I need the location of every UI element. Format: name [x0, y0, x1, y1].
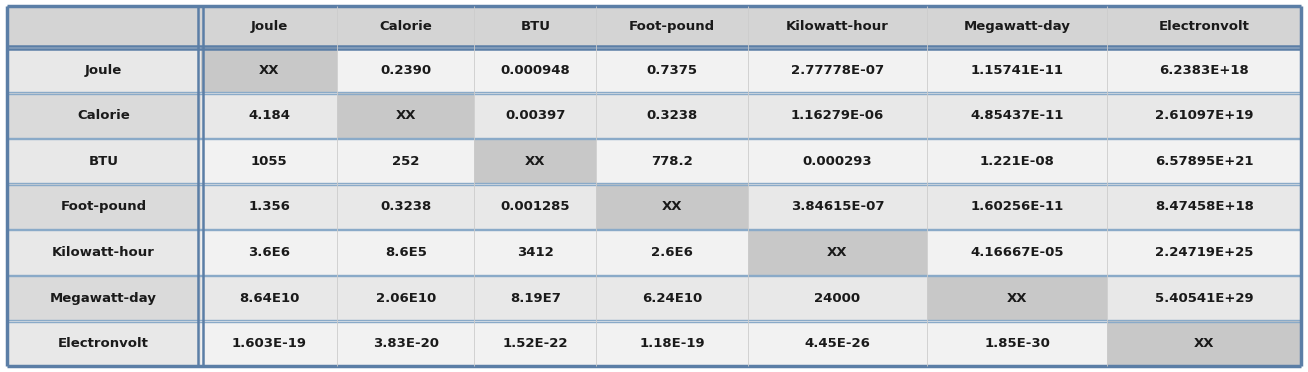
- Text: Calorie: Calorie: [379, 20, 432, 33]
- Text: Electronvolt: Electronvolt: [59, 337, 149, 350]
- Text: 0.3238: 0.3238: [646, 109, 697, 122]
- Text: BTU: BTU: [521, 20, 551, 33]
- Text: 8.47458E+18: 8.47458E+18: [1155, 201, 1254, 214]
- Text: 778.2: 778.2: [651, 155, 693, 168]
- Text: 0.2390: 0.2390: [381, 64, 432, 77]
- Text: 0.000293: 0.000293: [803, 155, 872, 168]
- Text: 2.6E6: 2.6E6: [651, 246, 693, 259]
- Text: 3.83E-20: 3.83E-20: [373, 337, 438, 350]
- Text: 8.6E5: 8.6E5: [385, 246, 426, 259]
- Text: XX: XX: [1007, 292, 1028, 305]
- Text: 8.64E10: 8.64E10: [239, 292, 300, 305]
- Bar: [473, 184, 596, 230]
- Text: 4.85437E-11: 4.85437E-11: [971, 109, 1063, 122]
- Text: 6.57895E+21: 6.57895E+21: [1155, 155, 1253, 168]
- Text: Megawatt-day: Megawatt-day: [50, 292, 157, 305]
- Text: Joule: Joule: [251, 20, 288, 33]
- Text: 2.06E10: 2.06E10: [375, 292, 436, 305]
- Text: 4.16667E-05: 4.16667E-05: [971, 246, 1063, 259]
- Text: XX: XX: [395, 109, 416, 122]
- Text: XX: XX: [259, 64, 280, 77]
- Text: 6.2383E+18: 6.2383E+18: [1159, 64, 1249, 77]
- Text: 8.19E7: 8.19E7: [510, 292, 561, 305]
- Text: 252: 252: [392, 155, 420, 168]
- Text: Foot-pound: Foot-pound: [60, 201, 146, 214]
- Text: Calorie: Calorie: [77, 109, 129, 122]
- Bar: [473, 230, 596, 275]
- Text: Foot-pound: Foot-pound: [629, 20, 715, 33]
- Text: 1.15741E-11: 1.15741E-11: [971, 64, 1063, 77]
- Text: 3.84615E-07: 3.84615E-07: [791, 201, 884, 214]
- Text: XX: XX: [827, 246, 848, 259]
- Text: 1.52E-22: 1.52E-22: [502, 337, 568, 350]
- Text: 1.18E-19: 1.18E-19: [640, 337, 705, 350]
- Text: 0.00397: 0.00397: [505, 109, 565, 122]
- Text: Kilowatt-hour: Kilowatt-hour: [786, 20, 889, 33]
- Text: 1.60256E-11: 1.60256E-11: [971, 201, 1063, 214]
- Text: BTU: BTU: [89, 155, 119, 168]
- Bar: [473, 6, 596, 48]
- Text: 6.24E10: 6.24E10: [642, 292, 702, 305]
- Text: 1.356: 1.356: [249, 201, 290, 214]
- Text: 1.85E-30: 1.85E-30: [985, 337, 1050, 350]
- Text: 4.184: 4.184: [249, 109, 290, 122]
- Bar: [473, 321, 596, 366]
- Text: 0.001285: 0.001285: [501, 201, 570, 214]
- Text: 5.40541E+29: 5.40541E+29: [1155, 292, 1253, 305]
- Bar: [473, 48, 596, 93]
- Text: Electronvolt: Electronvolt: [1159, 20, 1249, 33]
- Text: XX: XX: [1194, 337, 1215, 350]
- Text: 2.77778E-07: 2.77778E-07: [791, 64, 884, 77]
- Text: 1.603E-19: 1.603E-19: [232, 337, 306, 350]
- Text: 0.7375: 0.7375: [646, 64, 697, 77]
- Text: 3.6E6: 3.6E6: [249, 246, 290, 259]
- Text: XX: XX: [525, 155, 545, 168]
- Text: 3412: 3412: [517, 246, 553, 259]
- Text: 24000: 24000: [815, 292, 861, 305]
- Text: 1055: 1055: [251, 155, 288, 168]
- Text: Megawatt-day: Megawatt-day: [964, 20, 1071, 33]
- Text: 2.61097E+19: 2.61097E+19: [1155, 109, 1253, 122]
- Text: 0.000948: 0.000948: [501, 64, 570, 77]
- Text: 2.24719E+25: 2.24719E+25: [1155, 246, 1253, 259]
- Text: 1.16279E-06: 1.16279E-06: [791, 109, 884, 122]
- Text: 0.3238: 0.3238: [381, 201, 432, 214]
- Text: Kilowatt-hour: Kilowatt-hour: [52, 246, 156, 259]
- Text: 4.45E-26: 4.45E-26: [804, 337, 870, 350]
- Bar: [473, 93, 596, 139]
- Text: XX: XX: [662, 201, 683, 214]
- Text: Joule: Joule: [85, 64, 122, 77]
- Bar: [473, 275, 596, 321]
- Text: 1.221E-08: 1.221E-08: [980, 155, 1054, 168]
- Bar: [473, 139, 596, 184]
